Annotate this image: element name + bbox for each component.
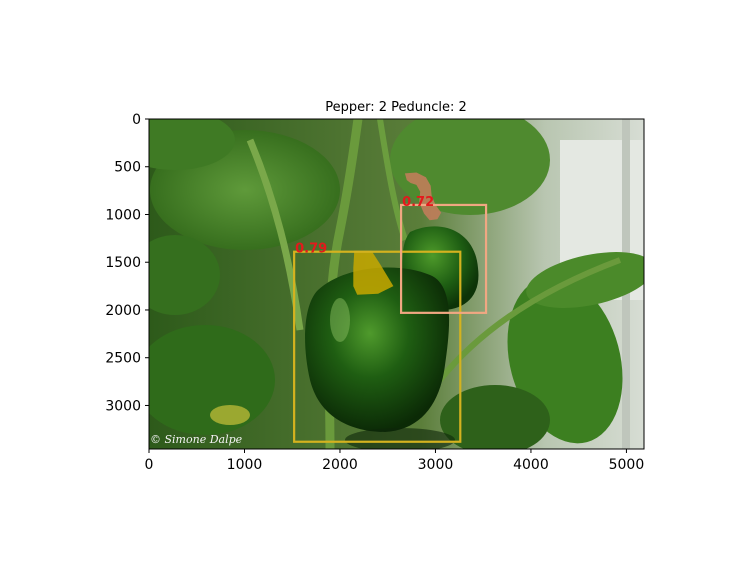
y-tick-label: 1500: [105, 255, 141, 271]
photo-credit: © Simone Dalpe: [150, 433, 243, 446]
detection-score: 0.79: [295, 242, 327, 257]
y-tick-label: 2500: [105, 351, 141, 367]
figure-title: Pepper: 2 Peduncle: 2: [325, 100, 467, 115]
leaf-bottom-yellow: [210, 405, 250, 425]
y-tick-label: 2000: [105, 303, 141, 319]
leaf-left-mid: [149, 235, 220, 315]
leaf-upper-left: [149, 119, 235, 170]
x-tick-label: 3000: [418, 457, 454, 473]
x-tick-label: 2000: [322, 457, 358, 473]
x-tick-label: 4000: [513, 457, 549, 473]
detection-box: [399, 203, 488, 314]
segmentation-mask: [353, 250, 394, 295]
leaf-right-upper: [526, 252, 644, 308]
x-axis: 0 1000 2000 3000 4000 5000: [145, 449, 645, 473]
x-tick-label: 0: [145, 457, 154, 473]
detections-layer: 0.79 0.72: [293, 172, 488, 443]
y-tick-label: 1000: [105, 207, 141, 223]
axes-frame: [148, 118, 645, 450]
segmentation-mask: [404, 172, 442, 221]
x-tick-label: 1000: [227, 457, 263, 473]
leaf-bottom-right: [440, 385, 550, 449]
detection-score: 0.72: [402, 195, 434, 210]
photo: 0.79 0.72 © Simone Dalpe: [149, 119, 644, 449]
x-tick-label: 5000: [609, 457, 645, 473]
y-tick-label: 0: [132, 112, 141, 128]
stem-diagonal: [437, 257, 622, 382]
leaf-bottom-left: [149, 325, 275, 435]
detection-box: [293, 250, 462, 443]
pepper-highlight: [330, 298, 350, 342]
y-tick-label: 500: [114, 160, 141, 176]
y-axis: 0 500 1000 1500 2000 2500 3000: [105, 112, 149, 414]
pepper-shadow: [345, 428, 455, 449]
stem-left: [246, 138, 304, 331]
y-tick-label: 3000: [105, 398, 141, 414]
